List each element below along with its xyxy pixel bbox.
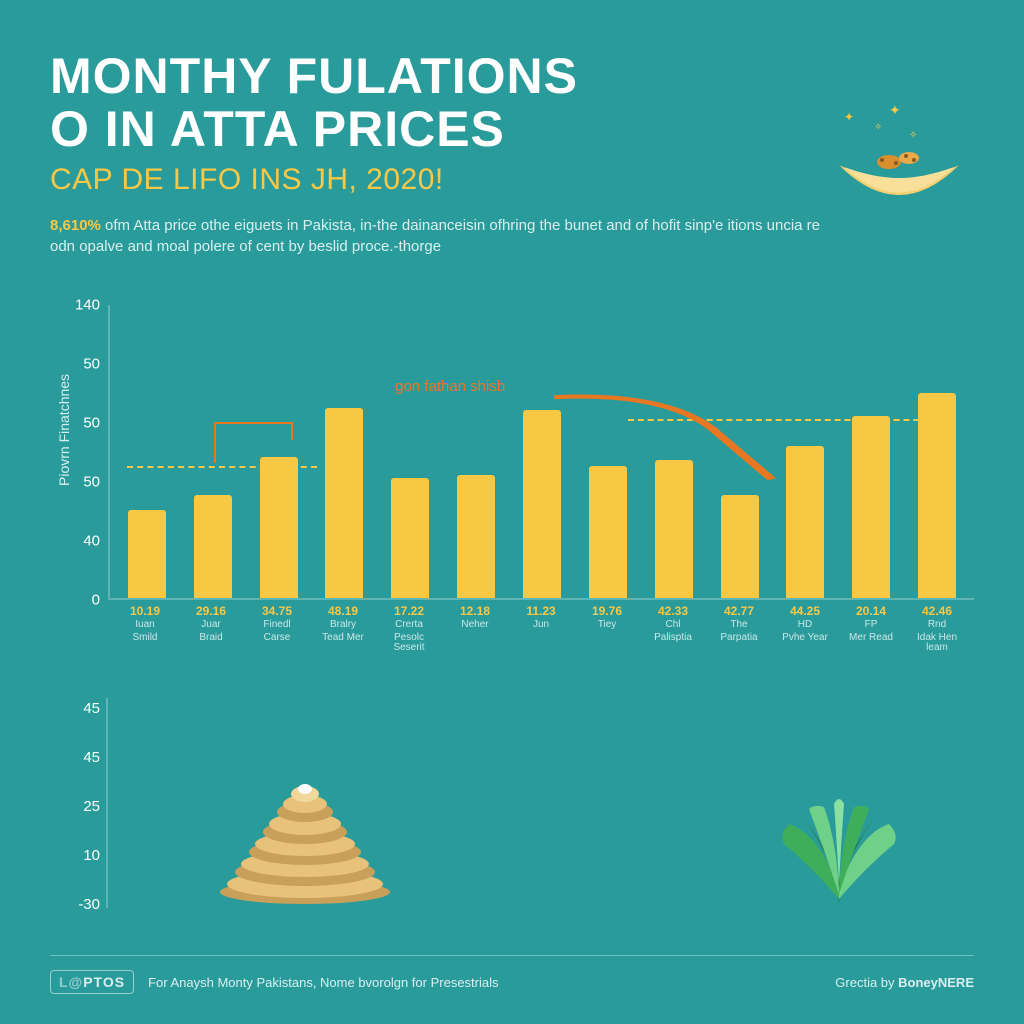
x-label: 34.75FinedlCarse xyxy=(254,600,300,650)
x-label: 44.25HDPvhe Year xyxy=(782,600,828,650)
bar xyxy=(457,475,495,598)
x-label: 10.19IuanSmild xyxy=(122,600,168,650)
bar xyxy=(325,408,363,598)
x-label: 11.23Jun xyxy=(518,600,564,650)
bars-container xyxy=(110,305,974,598)
x-label: 19.76Tiey xyxy=(584,600,630,650)
secondary-axis-line xyxy=(106,698,108,908)
bar xyxy=(260,457,298,598)
footer-credit: Grectia by BoneyNERE xyxy=(835,975,974,990)
bar xyxy=(786,446,824,598)
chart-plot-area: gon fathan shisb xyxy=(108,305,974,600)
bar xyxy=(918,393,956,598)
footer-note: For Anaysh Monty Pakistans, Nome bvorolg… xyxy=(148,975,498,990)
bar xyxy=(589,466,627,598)
x-label: 48.19BralryTead Mer xyxy=(320,600,366,650)
secondary-tick: 45 xyxy=(50,749,108,766)
bar xyxy=(852,416,890,598)
title-line-1: MONTHY FULATIONS xyxy=(50,50,974,103)
bar xyxy=(721,495,759,598)
x-label: 20.14FPMer Read xyxy=(848,600,894,650)
bar-chart: 140505050400 Piovrn Finatchnes gon fatha… xyxy=(50,305,974,650)
bar xyxy=(194,495,232,598)
x-label: 29.16JuarBraid xyxy=(188,600,234,650)
description-highlight: 8,610% xyxy=(50,217,101,234)
x-label: 17.22CrertaPesolc Seserit xyxy=(386,600,432,650)
secondary-tick: 45 xyxy=(50,700,108,717)
secondary-y-scale: 45 45 25 10 -30 xyxy=(50,700,108,945)
description-body: ofm Atta price othe eiguets in Pakista, … xyxy=(50,217,820,255)
footer-left: L@PTOS For Anaysh Monty Pakistans, Nome … xyxy=(50,970,499,994)
brand-logo: L@PTOS xyxy=(50,970,134,994)
bar xyxy=(128,510,166,598)
footer: L@PTOS For Anaysh Monty Pakistans, Nome … xyxy=(50,955,974,994)
x-axis-labels: 10.19IuanSmild 29.16JuarBraid 34.75FinedlC… xyxy=(108,600,974,650)
bar xyxy=(655,460,693,598)
y-tick: 40 xyxy=(50,533,100,550)
y-tick: 0 xyxy=(50,592,100,609)
x-label: 42.33ChlPalisptia xyxy=(650,600,696,650)
y-axis-label: Piovrn Finatchnes xyxy=(56,373,72,485)
infographic-canvas: MONTHY FULATIONS O IN ATTA PRICES CAP DE… xyxy=(0,0,1024,1024)
x-label: 12.18Neher xyxy=(452,600,498,650)
x-label: 42.77TheParpatia xyxy=(716,600,762,650)
secondary-tick: 10 xyxy=(50,847,108,864)
grain-boat-icon: ✦ ✧ ✦ ✧ xyxy=(834,140,964,215)
leaf-icon xyxy=(764,789,914,914)
x-label: 42.46RndIdak Hen leam xyxy=(914,600,960,650)
bar xyxy=(523,410,561,598)
y-tick: 50 xyxy=(50,356,100,373)
description: 8,610% ofm Atta price othe eiguets in Pa… xyxy=(50,215,830,257)
y-tick: 140 xyxy=(50,297,100,314)
secondary-tick: 25 xyxy=(50,798,108,815)
bar xyxy=(391,478,429,598)
bread-stack-icon xyxy=(210,764,400,909)
secondary-tick: -30 xyxy=(50,896,108,913)
